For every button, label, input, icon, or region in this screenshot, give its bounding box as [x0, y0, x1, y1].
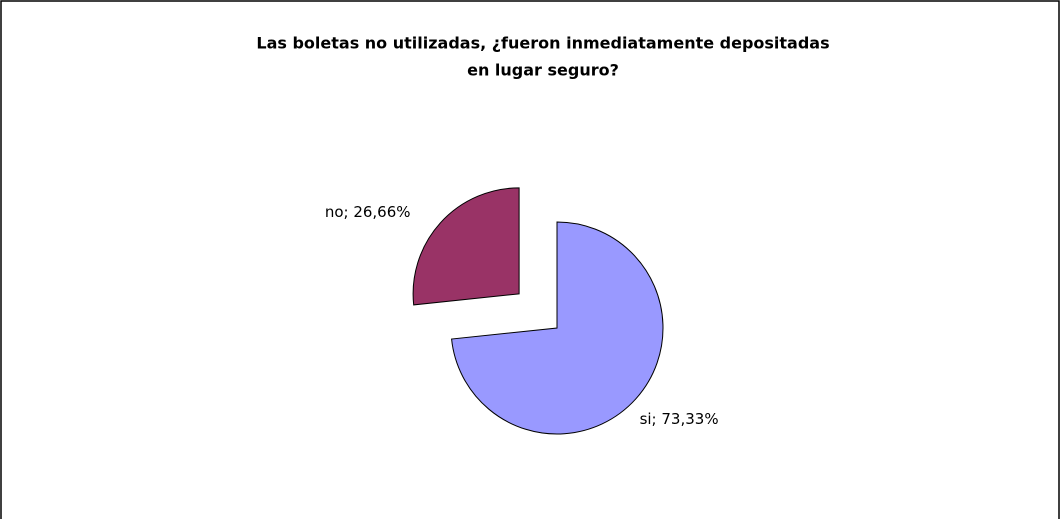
data-label: si; 73,33%	[640, 410, 719, 428]
chart-title: en lugar seguro?	[467, 61, 619, 80]
pie-slice	[451, 221, 664, 435]
chart-title: Las boletas no utilizadas, ¿fueron inmed…	[256, 34, 829, 53]
data-label: no; 26,66%	[325, 203, 411, 221]
pie-slice	[412, 187, 520, 306]
